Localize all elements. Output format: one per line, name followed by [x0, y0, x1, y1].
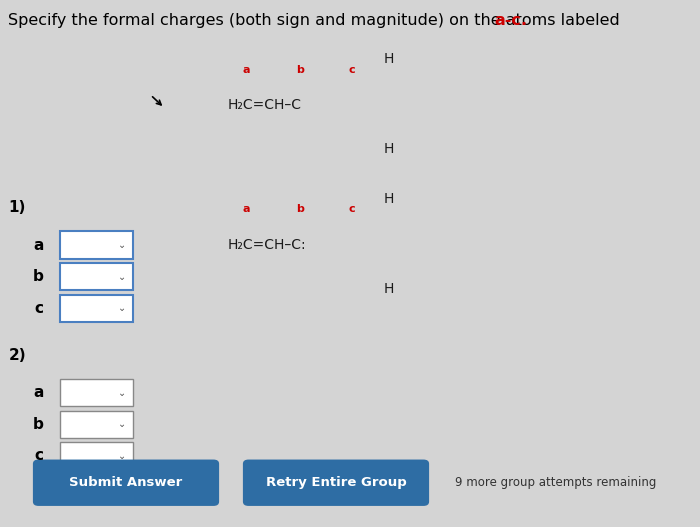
Text: ⌄: ⌄ — [118, 451, 127, 461]
Text: H₂C=CH–C:: H₂C=CH–C: — [228, 238, 306, 252]
Text: 2): 2) — [8, 348, 26, 363]
Text: c: c — [34, 301, 43, 316]
FancyBboxPatch shape — [60, 263, 133, 290]
Text: a: a — [34, 385, 43, 400]
Text: H₂C=CH–C: H₂C=CH–C — [228, 99, 302, 112]
FancyBboxPatch shape — [60, 411, 133, 438]
Text: H: H — [384, 142, 394, 157]
FancyBboxPatch shape — [60, 442, 133, 470]
Text: ⌄: ⌄ — [118, 419, 127, 429]
Text: b: b — [295, 204, 304, 214]
Text: ⌄: ⌄ — [118, 388, 127, 397]
Text: H: H — [384, 52, 394, 66]
Text: a: a — [243, 204, 250, 214]
Text: Submit Answer: Submit Answer — [69, 476, 183, 489]
FancyBboxPatch shape — [33, 460, 219, 506]
Text: ⌄: ⌄ — [118, 272, 127, 281]
Text: Retry Entire Group: Retry Entire Group — [265, 476, 407, 489]
Text: 1): 1) — [8, 200, 26, 215]
Text: H: H — [384, 282, 394, 296]
FancyBboxPatch shape — [243, 460, 429, 506]
Text: c: c — [348, 65, 355, 75]
Text: a-c.: a-c. — [494, 13, 527, 28]
Text: b: b — [33, 417, 44, 432]
Text: H: H — [384, 191, 394, 206]
Text: c: c — [34, 448, 43, 463]
Text: 9 more group attempts remaining: 9 more group attempts remaining — [455, 476, 657, 489]
Text: ⌄: ⌄ — [118, 240, 127, 250]
FancyBboxPatch shape — [60, 295, 133, 322]
FancyBboxPatch shape — [60, 379, 133, 406]
FancyBboxPatch shape — [60, 231, 133, 259]
Text: b: b — [33, 269, 44, 284]
Text: a: a — [243, 65, 250, 75]
Text: a: a — [34, 238, 43, 252]
Text: ⌄: ⌄ — [118, 304, 127, 313]
Text: Specify the formal charges (both sign and magnitude) on the atoms labeled: Specify the formal charges (both sign an… — [8, 13, 625, 28]
Text: b: b — [295, 65, 304, 75]
Text: c: c — [348, 204, 355, 214]
